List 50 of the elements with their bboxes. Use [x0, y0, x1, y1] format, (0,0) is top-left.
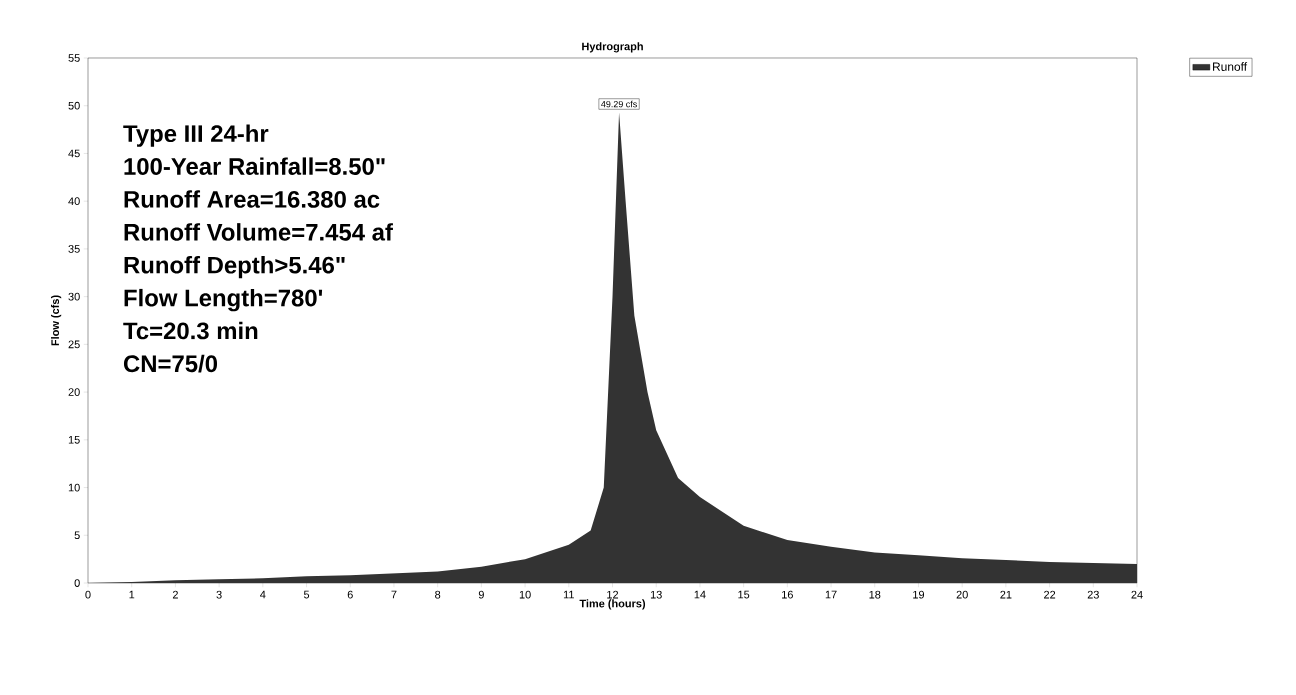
x-tick-label: 21	[1000, 590, 1012, 599]
annotation: Runoff Volume=7.454 af	[124, 223, 393, 241]
x-tick-label: 24	[1131, 590, 1143, 599]
annotation: Flow Length=780'	[124, 288, 323, 312]
y-tick-label: 45	[68, 149, 80, 158]
y-tick-label: 0	[74, 579, 80, 587]
x-tick-label: 23	[1087, 590, 1099, 599]
legend-label: Runoff	[1213, 62, 1248, 71]
annotation: 100-Year Rainfall=8.50"	[124, 157, 385, 175]
annotation: Runoff Area=16.380 ac	[124, 190, 380, 208]
x-tick-label: 11	[563, 590, 574, 599]
annotation: Runoff Depth>5.46"	[124, 256, 345, 279]
chart-title: Hydrograph	[582, 42, 643, 53]
y-tick-label: 25	[68, 340, 80, 349]
annotation: CN=75/0	[123, 354, 218, 373]
x-tick-label: 16	[782, 590, 793, 599]
x-tick-label: 18	[869, 590, 881, 599]
x-tick-label: 10	[519, 590, 531, 599]
x-tick-label: 20	[956, 590, 968, 599]
annotation: Type III 24-hr	[123, 124, 269, 147]
y-tick-label: 55	[68, 54, 80, 62]
y-tick-label: 10	[68, 483, 80, 492]
x-tick-label: 19	[913, 590, 925, 599]
x-tick-label: 8	[435, 590, 441, 599]
x-axis-title: Time (hours)	[579, 599, 646, 610]
x-tick-label: 14	[694, 590, 706, 599]
x-tick-label: 2	[172, 590, 178, 599]
x-tick-label: 4	[260, 590, 266, 599]
annotation: Tc=20.3 min	[123, 321, 258, 340]
x-tick-label: 7	[391, 590, 397, 599]
x-tick-label: 5	[303, 590, 310, 599]
x-tick-label: 0	[85, 590, 91, 599]
x-tick-label: 3	[216, 590, 222, 599]
y-tick-label: 20	[68, 388, 80, 396]
y-tick-label: 15	[68, 436, 80, 444]
y-tick-label: 5	[74, 531, 80, 540]
y-tick-label: 30	[68, 292, 80, 301]
x-tick-label: 12	[607, 590, 619, 599]
x-tick-label: 15	[738, 590, 750, 599]
data-label: 49.29 cfs	[601, 100, 637, 108]
x-tick-label: 17	[825, 590, 837, 599]
y-tick-label: 40	[68, 197, 80, 206]
x-tick-label: 6	[347, 590, 353, 599]
y-tick-label: 35	[68, 245, 80, 253]
y-tick-label: 50	[68, 101, 80, 110]
x-tick-label: 22	[1044, 590, 1056, 599]
y-axis-title: Flow (cfs)	[50, 295, 62, 346]
x-tick-label: 13	[650, 590, 662, 599]
x-tick-label: 1	[129, 590, 135, 599]
x-tick-label: 9	[478, 590, 484, 599]
